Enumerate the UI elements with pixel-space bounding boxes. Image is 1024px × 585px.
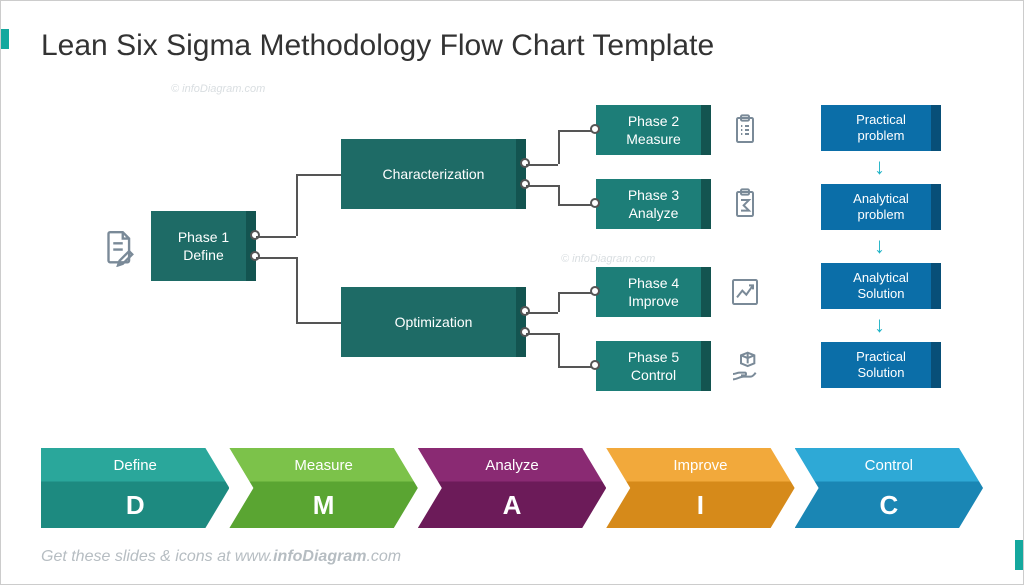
node-analytical-solution: Analytical Solution <box>821 263 941 309</box>
chevron-letter: I <box>697 490 704 521</box>
node-label: Phase 2 Measure <box>626 112 680 148</box>
footer-suffix: .com <box>366 548 401 565</box>
node-improve: Phase 4 Improve <box>596 267 711 317</box>
chevron-letter: A <box>503 490 522 521</box>
arrow-down-icon: ↓ <box>874 154 885 180</box>
node-label: Characterization <box>383 165 485 183</box>
trend-up-icon <box>729 276 761 313</box>
node-control: Phase 5 Control <box>596 341 711 391</box>
node-optimization: Optimization <box>341 287 526 357</box>
chevron-letter: M <box>313 490 335 521</box>
arrow-down-icon: ↓ <box>874 312 885 338</box>
chevron-analyze: Analyze A <box>418 448 606 528</box>
accent-left <box>1 29 9 49</box>
node-label: Optimization <box>395 313 473 331</box>
node-analyze: Phase 3 Analyze <box>596 179 711 229</box>
dmaic-row: Define D Measure M Analyze A Improve I C… <box>41 448 983 528</box>
node-label: Practical Solution <box>856 349 906 382</box>
node-label: Practical problem <box>856 112 906 145</box>
node-define: Phase 1 Define <box>151 211 256 281</box>
chevron-label: Analyze <box>485 457 538 474</box>
node-practical-problem: Practical problem <box>821 105 941 151</box>
node-label: Phase 1 Define <box>178 228 229 264</box>
node-label: Analytical problem <box>853 191 909 224</box>
chevron-define: Define D <box>41 448 229 528</box>
chevron-letter: C <box>879 490 898 521</box>
node-analytical-problem: Analytical problem <box>821 184 941 230</box>
accent-right <box>1015 540 1023 570</box>
slide: Lean Six Sigma Methodology Flow Chart Te… <box>0 0 1024 585</box>
node-characterization: Characterization <box>341 139 526 209</box>
flow-chart: Phase 1 Define Characterization Optimiza… <box>41 81 983 421</box>
chevron-letter: D <box>126 490 145 521</box>
hand-box-icon <box>729 350 761 387</box>
page-title: Lean Six Sigma Methodology Flow Chart Te… <box>41 29 983 63</box>
chevron-control: Control C <box>795 448 983 528</box>
clipboard-sigma-icon <box>729 188 761 225</box>
document-edit-icon <box>99 229 137 272</box>
arrow-down-icon: ↓ <box>874 233 885 259</box>
node-measure: Phase 2 Measure <box>596 105 711 155</box>
chevron-measure: Measure M <box>229 448 417 528</box>
node-label: Phase 4 Improve <box>628 274 679 310</box>
chevron-label: Improve <box>673 457 727 474</box>
node-label: Analytical Solution <box>853 270 909 303</box>
footer-bold: infoDiagram <box>273 548 366 565</box>
footer-text: Get these slides & icons at www.infoDiag… <box>41 548 401 566</box>
footer-prefix: Get these slides & icons at www. <box>41 548 273 565</box>
node-practical-solution: Practical Solution <box>821 342 941 388</box>
chevron-label: Define <box>114 457 157 474</box>
node-label: Phase 5 Control <box>628 348 679 384</box>
node-label: Phase 3 Analyze <box>628 186 679 222</box>
chevron-improve: Improve I <box>606 448 794 528</box>
clipboard-list-icon <box>729 114 761 151</box>
chevron-label: Control <box>865 457 913 474</box>
chevron-label: Measure <box>294 457 352 474</box>
